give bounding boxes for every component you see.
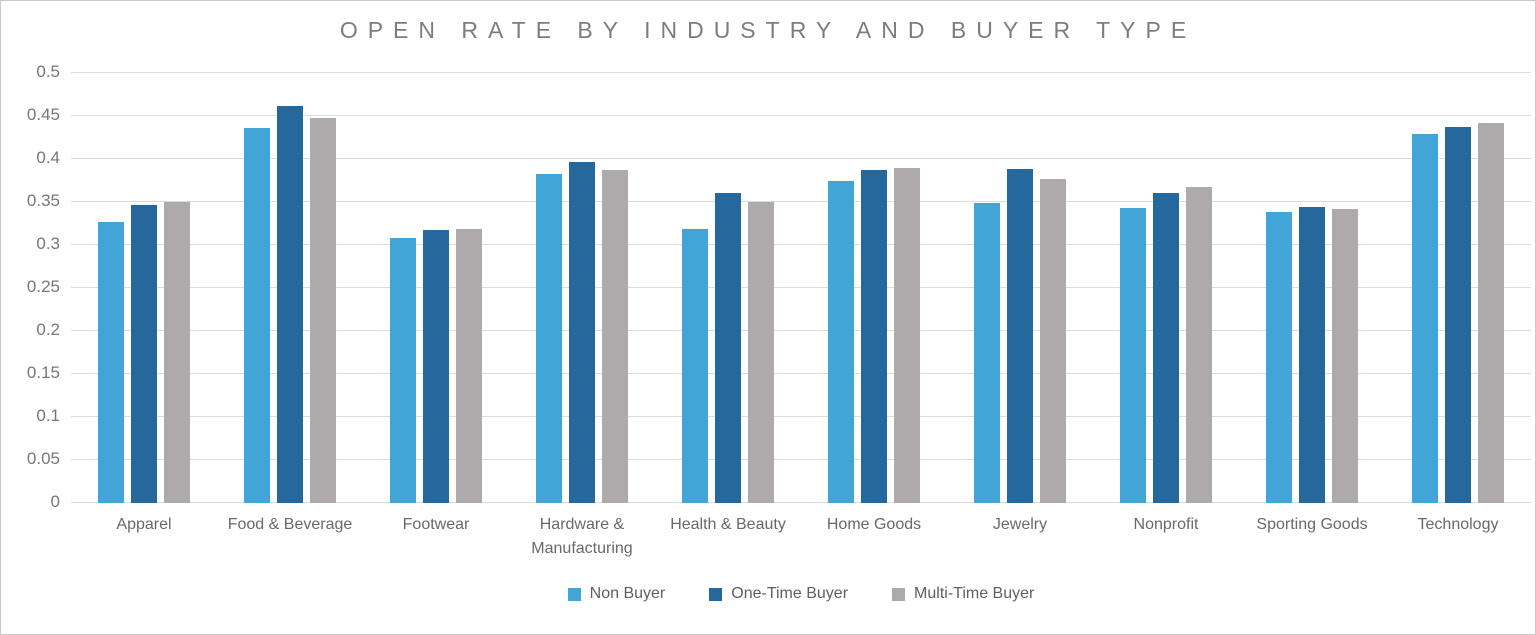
y-tick-label: 0.3 <box>36 234 60 253</box>
bar <box>1007 168 1033 503</box>
bar <box>1040 178 1066 503</box>
y-tick-label: 0.5 <box>36 62 60 81</box>
bar <box>682 228 708 503</box>
plot-area: 0 0.05 0.1 0.15 0.2 0.25 0.3 0.35 0.4 0.45 0.5 <box>27 62 1531 511</box>
y-tick-label: 0.1 <box>36 406 60 425</box>
x-axis-label: Home Goods <box>826 516 922 533</box>
y-tick-label: 0.45 <box>26 105 60 124</box>
bar <box>456 228 482 503</box>
y-tick-label: 0.25 <box>26 277 60 296</box>
bar <box>536 173 562 503</box>
bar <box>1332 208 1358 503</box>
bar <box>244 128 270 503</box>
gridline <box>71 330 1531 331</box>
x-axis-label: Apparel <box>116 516 172 533</box>
legend-label: One-Time Buyer <box>731 585 849 602</box>
gridline <box>71 459 1531 460</box>
bar-group <box>947 73 1093 503</box>
bar-group <box>1385 73 1531 503</box>
bar <box>748 202 774 503</box>
bar-layer <box>71 73 1531 503</box>
bar <box>828 180 854 503</box>
gridline <box>71 287 1531 288</box>
bar-group <box>1093 73 1239 503</box>
bar <box>1266 212 1292 503</box>
bar <box>310 117 336 503</box>
x-axis-label: Nonprofit <box>1133 516 1199 533</box>
y-tick-label: 0.05 <box>26 449 60 468</box>
bar <box>602 170 628 503</box>
bar <box>98 221 124 503</box>
bar <box>1299 207 1325 503</box>
bar <box>277 105 303 503</box>
y-tick-label: 0.2 <box>36 320 60 339</box>
bar-group <box>71 73 217 503</box>
bar-group <box>1239 73 1385 503</box>
x-axis-labels: Apparel Food & Beverage Footwear Hardware &… <box>71 513 1531 561</box>
gridline <box>71 201 1531 202</box>
bar <box>423 230 449 503</box>
bar <box>1186 187 1212 503</box>
bar-group <box>801 73 947 503</box>
y-tick-label: 0.4 <box>36 148 60 167</box>
bar <box>861 170 887 503</box>
chart-title: OPEN RATE BY INDUSTRY AND BUYER TYPE <box>339 17 1197 43</box>
legend-label: Multi-Time Buyer <box>914 585 1035 602</box>
legend-label: Non Buyer <box>589 585 666 602</box>
bar <box>715 192 741 503</box>
legend-swatch <box>709 587 723 601</box>
legend-item: Non Buyer <box>567 585 666 603</box>
bar-group <box>655 73 801 503</box>
bar <box>894 167 920 503</box>
gridline <box>71 416 1531 417</box>
x-axis-label: Sporting Goods <box>1256 516 1368 533</box>
legend-item: One-Time Buyer <box>709 585 848 603</box>
y-tick-label: 0 <box>50 492 60 511</box>
legend-swatch <box>892 587 906 601</box>
bar <box>1153 192 1179 503</box>
legend-swatch <box>567 587 581 601</box>
x-axis-label: Health & Beauty <box>670 516 786 533</box>
y-tick-label: 0.35 <box>26 191 60 210</box>
legend-item: Multi-Time Buyer <box>892 585 1034 603</box>
x-axis-label: Food & Beverage <box>227 516 353 533</box>
x-axis-label: Hardware & Manufacturing <box>531 516 633 557</box>
bar <box>164 202 190 503</box>
x-axis-label: Footwear <box>402 516 470 533</box>
bar-group <box>363 73 509 503</box>
legend: Non Buyer One-Time Buyer Multi-Time Buyer <box>71 585 1531 603</box>
x-axis-label: Jewelry <box>992 516 1048 533</box>
bar <box>1412 134 1438 503</box>
gridline <box>71 244 1531 245</box>
y-tick-label: 0.15 <box>26 363 60 382</box>
gridline <box>71 373 1531 374</box>
gridline <box>71 115 1531 116</box>
bar <box>974 202 1000 503</box>
gridline <box>71 158 1531 159</box>
bar <box>1478 122 1504 503</box>
bar <box>1120 208 1146 503</box>
bar <box>569 162 595 503</box>
bar <box>1445 127 1471 503</box>
gridline <box>71 502 1531 503</box>
x-axis-label: Technology <box>1417 516 1499 533</box>
bar-group <box>217 73 363 503</box>
gridline <box>71 72 1531 73</box>
bar <box>131 204 157 503</box>
bar <box>390 238 416 503</box>
bar-group <box>509 73 655 503</box>
